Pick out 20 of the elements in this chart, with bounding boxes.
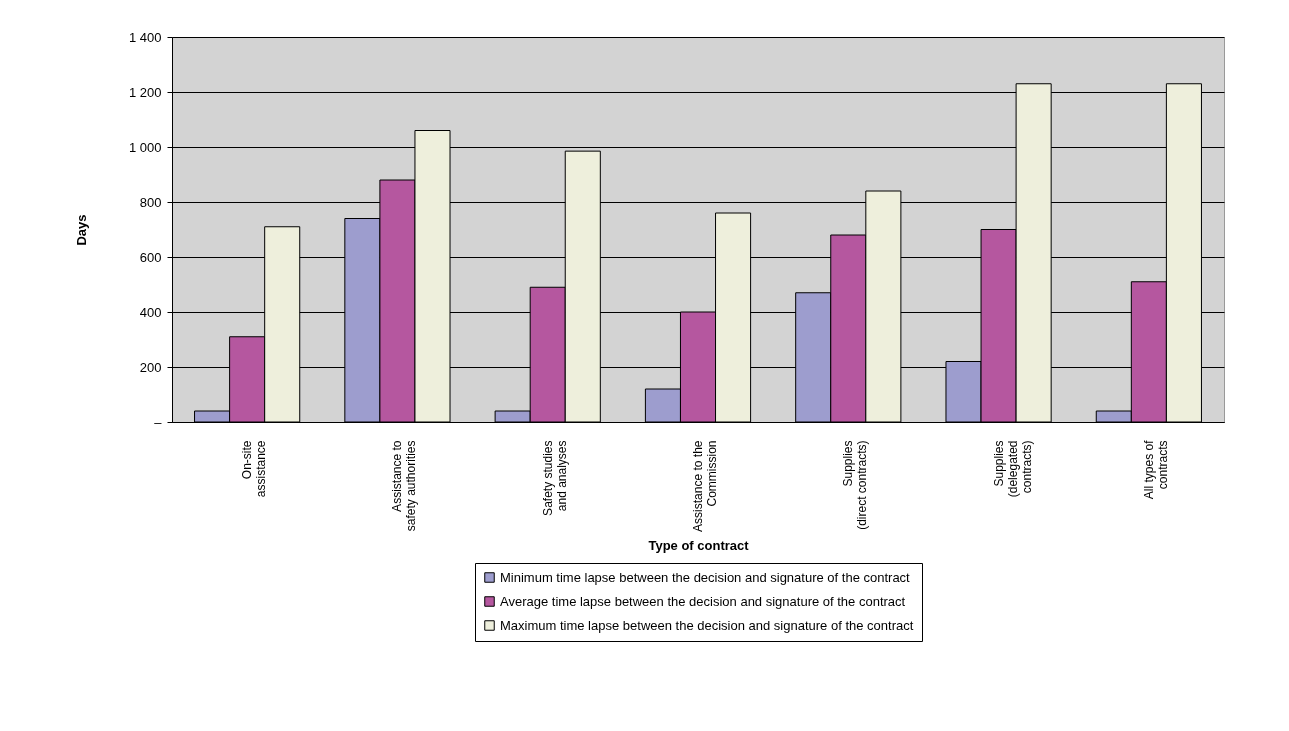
x-axis-title: Type of contract: [648, 537, 750, 553]
x-tick-label: All types of contracts: [1141, 439, 1170, 500]
y-tick-label: 400: [139, 304, 162, 320]
y-tick-label: 800: [139, 194, 162, 210]
y-tick-label: 1 400: [128, 29, 162, 45]
legend-label: Minimum time lapse between the decision and signature of the contract: [500, 569, 911, 585]
y-tick-label: –: [154, 414, 163, 430]
y-tick-label: 200: [139, 359, 162, 375]
x-tick-label: Assistance to the Commission: [691, 440, 719, 532]
y-tick-label: 1 000: [128, 139, 162, 155]
y-tick-label: 600: [139, 249, 162, 265]
legend-label: Maximum time lapse between the decision and signature of the contract: [500, 617, 914, 633]
x-tick-label: Supplies (delegated contracts): [991, 440, 1034, 498]
x-tick-label: On-site assistance: [240, 440, 269, 498]
x-tick-label: Assistance to safety authorities: [390, 440, 419, 532]
x-tick-label: Safety studies and analyses: [540, 440, 569, 516]
y-tick-label: 1 200: [128, 84, 162, 100]
x-tick-label: Supplies (direct contracts): [841, 440, 870, 530]
y-axis-title: Days: [73, 214, 89, 246]
legend-label: Average time lapse between the decision and signature of the contract: [500, 593, 906, 609]
